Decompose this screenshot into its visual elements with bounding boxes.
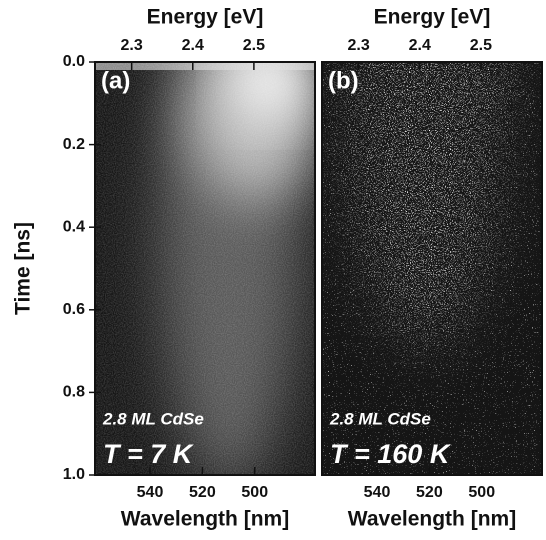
- x-tick-label: 500: [468, 484, 495, 501]
- x-axis-label: Wavelength [nm]: [121, 508, 289, 531]
- plot-frame: [321, 61, 543, 476]
- x-tick-label: 520: [416, 484, 443, 501]
- x2-axis-label: Energy [eV]: [147, 6, 264, 29]
- y-tick-label: 0.8: [63, 384, 85, 401]
- y-axis-label: Time [ns]: [12, 222, 35, 315]
- panel-label: (b): [328, 67, 359, 94]
- x2-tick-label: 2.3: [348, 37, 370, 54]
- annotation: 2.8 ML CdSe: [329, 409, 431, 428]
- x2-tick-label: 2.5: [470, 37, 492, 54]
- y-tick-label: 0.6: [63, 301, 85, 318]
- x2-tick-label: 2.4: [182, 37, 204, 54]
- x-tick-label: 540: [137, 484, 164, 501]
- y-tick-label: 0.0: [63, 53, 85, 70]
- y-tick-label: 0.4: [63, 218, 85, 235]
- streak-image-a: [95, 62, 315, 475]
- x-tick-label: 500: [241, 484, 268, 501]
- y-tick-label: 1.0: [63, 466, 85, 483]
- annotation: T = 7 K: [103, 439, 195, 469]
- x-axis-label: Wavelength [nm]: [348, 508, 516, 531]
- panel-label: (a): [101, 67, 130, 94]
- annotation: T = 160 K: [330, 439, 452, 469]
- x-tick-label: 540: [364, 484, 391, 501]
- x2-axis-label: Energy [eV]: [374, 6, 491, 29]
- annotation: 2.8 ML CdSe: [102, 409, 204, 428]
- x2-tick-label: 2.3: [121, 37, 143, 54]
- y-tick-label: 0.2: [63, 136, 85, 153]
- x-tick-label: 520: [189, 484, 216, 501]
- x2-tick-label: 2.5: [243, 37, 265, 54]
- plot-frame: [94, 61, 316, 476]
- x2-tick-label: 2.4: [409, 37, 431, 54]
- streak-image-b: [322, 62, 542, 475]
